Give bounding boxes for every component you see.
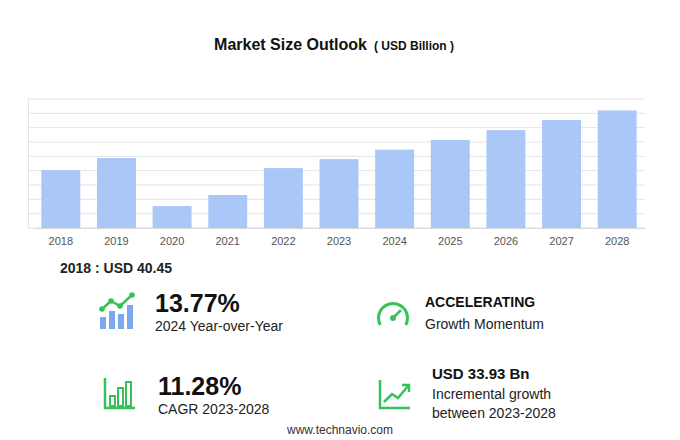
icon-part (129, 292, 135, 298)
x-tick-label: 2028 (605, 235, 629, 247)
chart: Market Size Outlook( USD Billion )201820… (0, 0, 680, 440)
icon-part (105, 378, 135, 408)
subtitle: ( USD Billion ) (374, 39, 454, 53)
icon-momentum (377, 302, 409, 326)
icon-part (102, 295, 132, 309)
x-tick-label: 2019 (104, 235, 128, 247)
x-tick: 2023 (327, 228, 351, 247)
icon-yoy (99, 292, 135, 329)
icon-part (384, 386, 408, 402)
annotation: Incremental growth (432, 386, 551, 402)
bar (542, 120, 581, 228)
bar (97, 158, 136, 228)
x-tick: 2020 (160, 228, 184, 247)
x-tick-label: 2026 (494, 235, 518, 247)
x-tick: 2027 (549, 228, 573, 247)
bars (41, 110, 636, 228)
bar (264, 168, 303, 228)
icon-part (118, 388, 123, 406)
icon-incremental (380, 380, 410, 408)
icons (99, 292, 410, 408)
x-tick: 2026 (494, 228, 518, 247)
icon-part (402, 385, 409, 392)
annotation: 11.28% (158, 372, 241, 400)
grid-line (28, 113, 645, 114)
icon-part (100, 317, 106, 329)
icon-part (377, 302, 409, 326)
x-tick-label: 2018 (49, 235, 73, 247)
x-tick-label: 2020 (160, 235, 184, 247)
icon-part (110, 396, 115, 406)
x-tick: 2028 (605, 228, 629, 247)
icon-part (118, 314, 124, 329)
annotations: 2018 : USD 40.45 13.77%2024 Year-over-Yea… (60, 260, 556, 437)
icon-part (108, 298, 114, 304)
x-tick: 2019 (104, 228, 128, 247)
bar (320, 159, 359, 228)
bar (375, 150, 414, 228)
title: Market Size Outlook (214, 36, 367, 53)
x-tick: 2024 (382, 228, 406, 247)
annotation: www.technavio.com (286, 423, 393, 437)
bar (208, 195, 247, 228)
x-tick: 2021 (215, 228, 239, 247)
bar (598, 110, 637, 228)
x-tick-label: 2027 (549, 235, 573, 247)
y-axis-line (28, 100, 29, 229)
icon-part (126, 382, 131, 406)
x-tick: 2018 (49, 228, 73, 247)
bar (153, 206, 192, 228)
annotation: 2018 : USD 40.45 (60, 260, 172, 276)
bar (431, 140, 470, 228)
bar (486, 130, 525, 228)
icon-part (390, 315, 396, 321)
x-tick-label: 2023 (327, 235, 351, 247)
x-axis: 2018 2019 2020 2021 2022 2023 2024 2025 2026 2027… (34, 228, 646, 247)
icon-part (117, 303, 123, 309)
grid-line (28, 99, 645, 100)
x-tick: 2025 (438, 228, 462, 247)
x-tick-label: 2022 (271, 235, 295, 247)
grid (28, 99, 645, 228)
annotation: 13.77% (155, 289, 240, 317)
annotation: USD 33.93 Bn (432, 365, 530, 382)
annotation: ACCELERATING (425, 294, 535, 310)
bar (41, 170, 80, 228)
x-axis-line (34, 228, 646, 229)
annotation: between 2023-2028 (432, 405, 556, 421)
x-tick-label: 2024 (382, 235, 406, 247)
icon-part (109, 311, 115, 329)
annotation: CAGR 2023-2028 (158, 401, 270, 417)
annotation: Growth Momentum (425, 316, 544, 332)
y-axis (28, 100, 30, 229)
annotation: 2024 Year-over-Year (155, 318, 283, 334)
x-tick-label: 2021 (215, 235, 239, 247)
x-tick-label: 2025 (438, 235, 462, 247)
icon-cagr (105, 378, 135, 408)
icon-part (380, 380, 410, 408)
icon-part (99, 306, 105, 312)
x-tick: 2022 (271, 228, 295, 247)
icon-part (127, 305, 133, 329)
